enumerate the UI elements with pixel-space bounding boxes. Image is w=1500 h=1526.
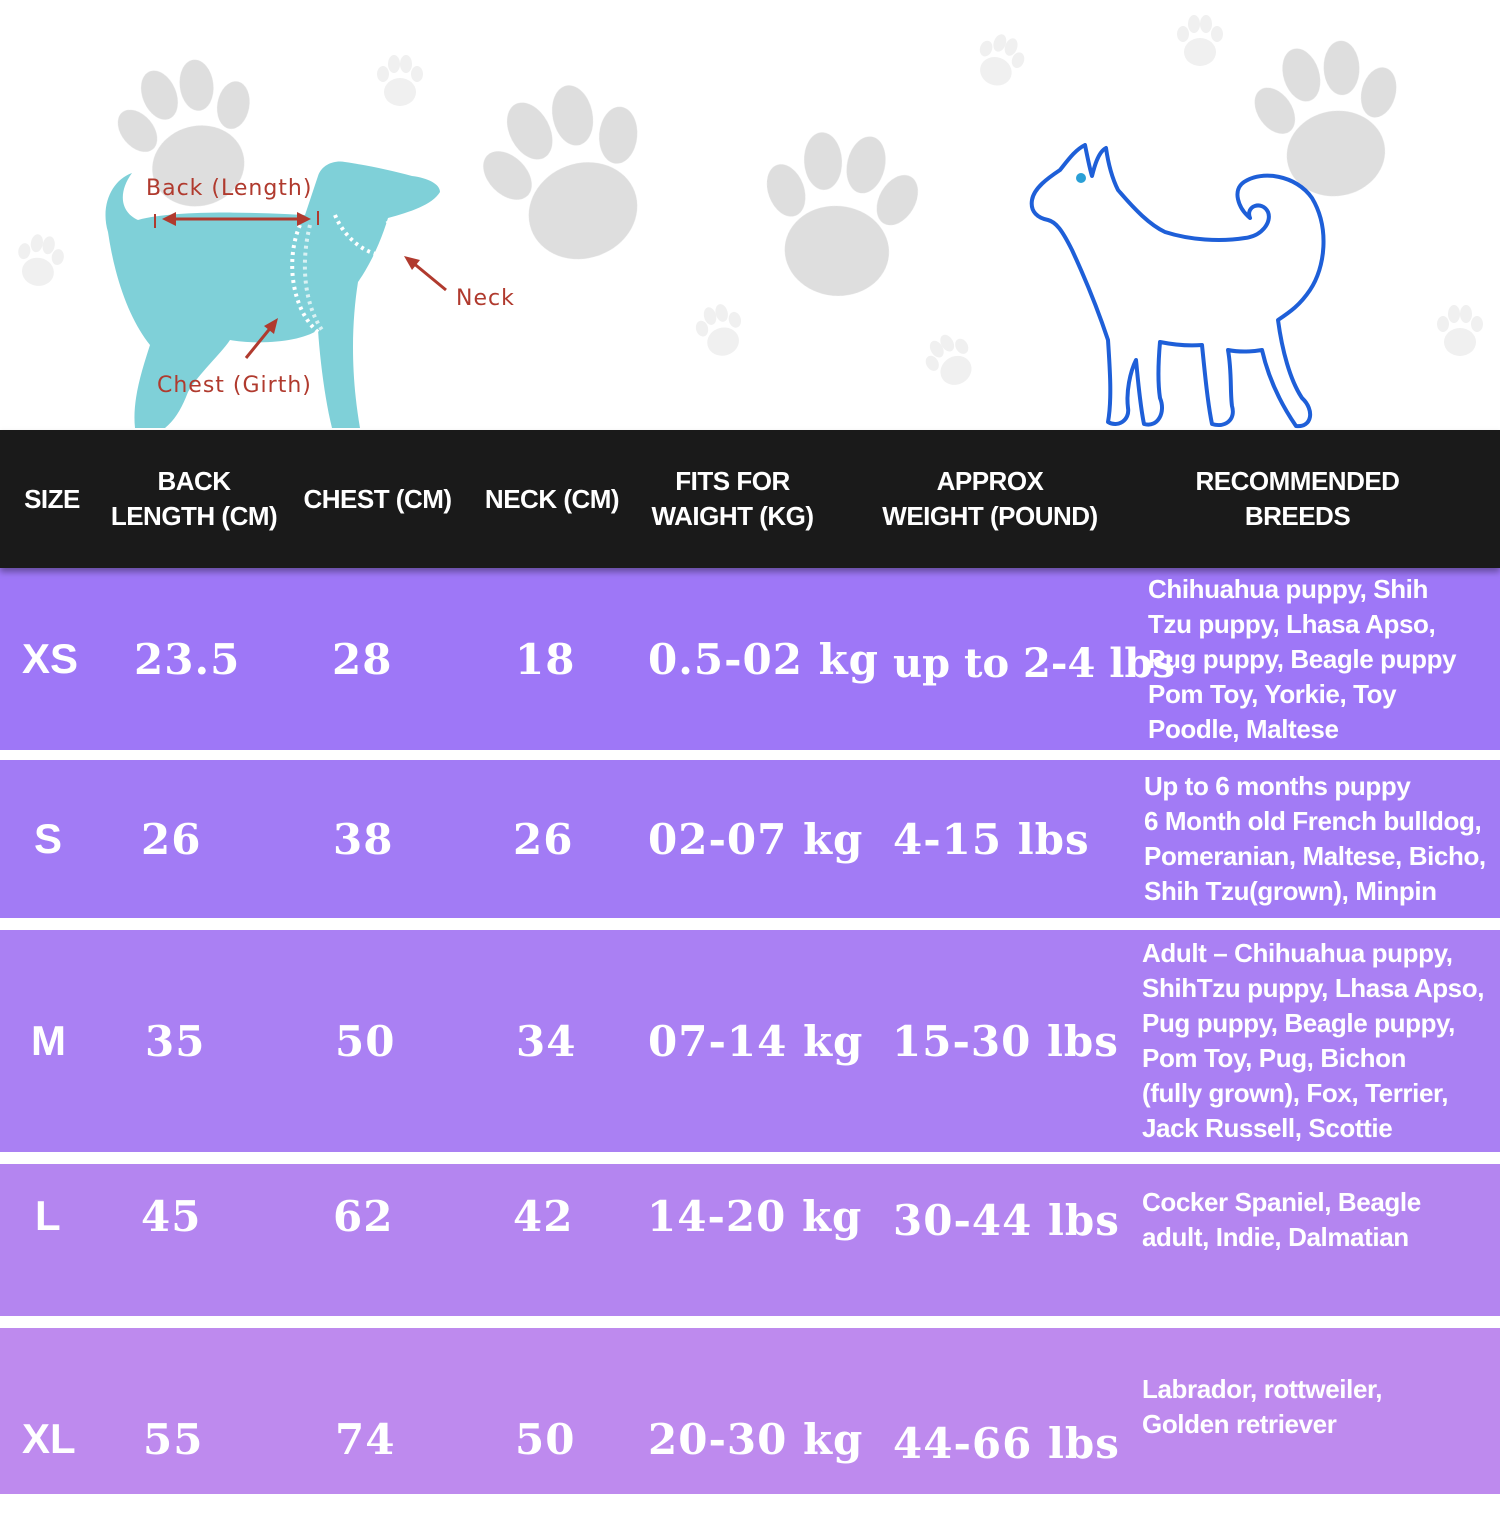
outline-dog-icon	[1029, 143, 1326, 429]
back-length-cell: 55	[143, 1414, 204, 1464]
header-recommended-breeds: RECOMMENDED BREEDS	[1195, 466, 1400, 531]
table-row: XS 23.5 28 18 0.5-02 kg up to 2-4 lbs Ch…	[0, 568, 1500, 750]
weight-lbs-cell: 30-44 lbs	[893, 1195, 1120, 1245]
back-length-cell: 45	[141, 1191, 202, 1241]
neck-label: Neck	[456, 286, 515, 311]
table-row: L 45 62 42 14-20 kg 30-44 lbs Cocker Spa…	[0, 1164, 1500, 1316]
back-length-cell: 23.5	[134, 634, 241, 684]
breeds-cell: Cocker Spaniel, Beagle adult, Indie, Dal…	[1142, 1187, 1421, 1252]
weight-kg-cell: 14-20 kg	[647, 1191, 863, 1241]
back-length-cell: 35	[145, 1016, 206, 1066]
header-fits-for-weight: FITS FOR WAIGHT (KG)	[651, 466, 814, 531]
chest-girth-label: Chest (Girth)	[157, 373, 312, 398]
header-approx-weight: APPROX WEIGHT (POUND)	[882, 466, 1098, 531]
size-cell: L	[35, 1192, 61, 1239]
neck-cell: 34	[516, 1016, 577, 1066]
weight-lbs-cell: up to 2-4 lbs	[893, 639, 1175, 687]
weight-kg-cell: 02-07 kg	[648, 814, 864, 864]
weight-kg-cell: 0.5-02 kg	[648, 634, 880, 684]
breeds-cell: Adult – Chihuahua puppy, ShihTzu puppy, …	[1142, 938, 1485, 1143]
table-row: M 35 50 34 07-14 kg 15-30 lbs Adult – Ch…	[0, 930, 1500, 1152]
chest-cell: 50	[335, 1016, 396, 1066]
breeds-cell: Up to 6 months puppy 6 Month old French …	[1144, 771, 1486, 906]
size-table-body: XS 23.5 28 18 0.5-02 kg up to 2-4 lbs Ch…	[0, 568, 1500, 1500]
table-header: SIZE BACK LENGTH (CM) CHEST (CM) NECK (C…	[0, 430, 1500, 568]
size-cell: S	[34, 815, 63, 862]
weight-kg-cell: 07-14 kg	[648, 1016, 864, 1066]
weight-lbs-cell: 44-66 lbs	[893, 1418, 1120, 1468]
chest-cell: 74	[335, 1414, 396, 1464]
weight-kg-cell: 20-30 kg	[648, 1414, 864, 1464]
weight-lbs-cell: 4-15 lbs	[893, 814, 1090, 864]
neck-cell: 18	[515, 634, 576, 684]
chest-cell: 62	[333, 1191, 394, 1241]
size-cell: M	[31, 1017, 66, 1064]
hero-illustration: Back (Length) Neck Chest (Girth)	[0, 0, 1500, 430]
neck-cell: 50	[515, 1414, 576, 1464]
chest-cell: 38	[333, 814, 394, 864]
breeds-cell: Labrador, rottweiler, Golden retriever	[1142, 1374, 1383, 1439]
table-row: S 26 38 26 02-07 kg 4-15 lbs Up to 6 mon…	[0, 760, 1500, 918]
measurement-dog-icon	[105, 161, 441, 428]
header-size: SIZE	[24, 483, 80, 514]
measurement-annotations	[154, 211, 447, 359]
back-length-cell: 26	[141, 814, 202, 864]
size-cell: XL	[22, 1415, 76, 1462]
header-neck: NECK (CM)	[484, 483, 620, 514]
back-length-label: Back (Length)	[146, 176, 312, 201]
header-chest: CHEST (CM)	[303, 483, 452, 514]
neck-cell: 26	[513, 814, 574, 864]
breeds-cell: Chihuahua puppy, Shih Tzu puppy, Lhasa A…	[1148, 573, 1457, 744]
weight-lbs-cell: 15-30 lbs	[892, 1016, 1119, 1066]
size-cell: XS	[22, 635, 79, 682]
illustration-canvas: Back (Length) Neck Chest (Girth)	[12, 15, 1483, 429]
chest-cell: 28	[332, 634, 393, 684]
neck-cell: 42	[513, 1191, 574, 1241]
header-back-length: BACK LENGTH (CM)	[110, 466, 278, 531]
table-row: XL 55 74 50 20-30 kg 44-66 lbs Labrador,…	[0, 1328, 1500, 1494]
